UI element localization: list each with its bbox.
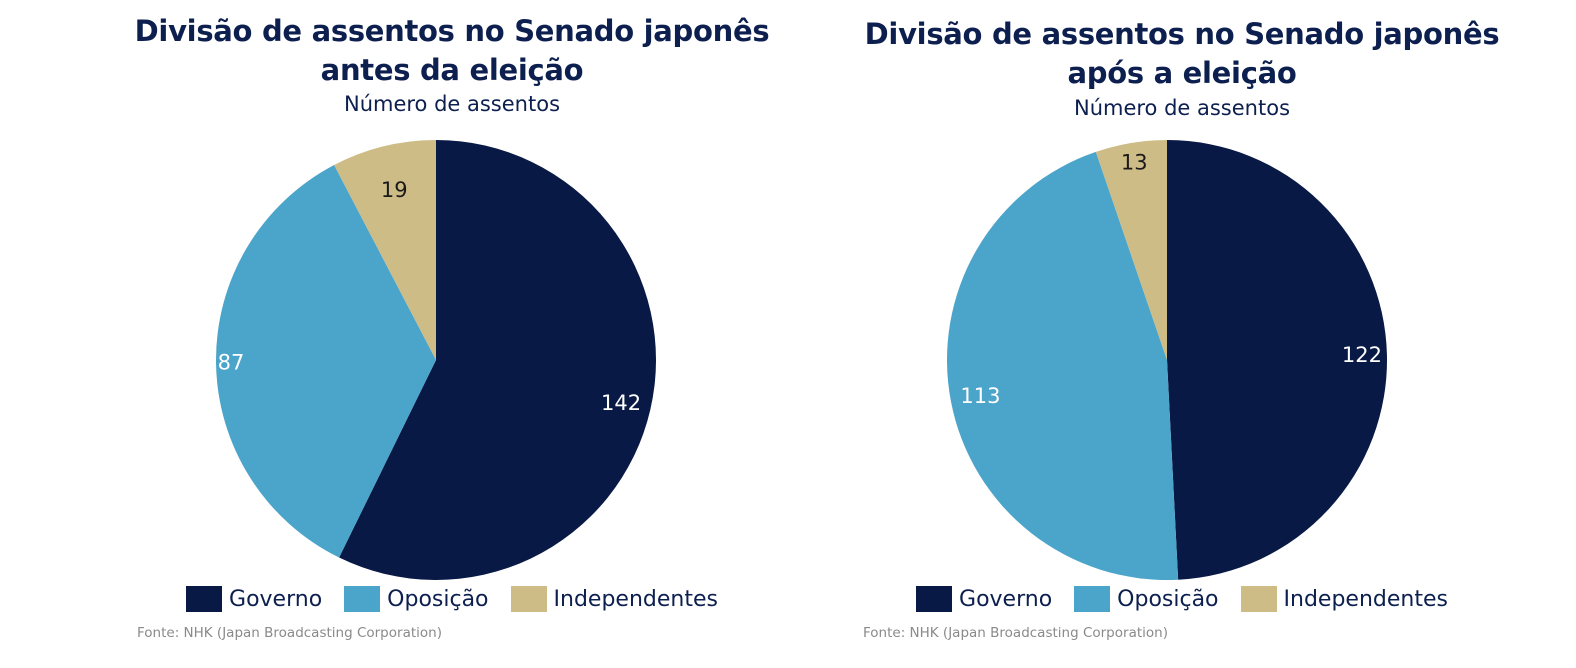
legend-label-governo: Governo (229, 586, 323, 612)
source-note: Fonte: NHK (Japan Broadcasting Corporati… (863, 625, 1168, 641)
chart-title-line-1: Divisão de assentos no Senado japonês (864, 17, 1500, 51)
legend: Governo Oposição Independentes (92, 586, 812, 612)
chart-subtitle: Número de assentos (1073, 96, 1291, 120)
legend-label-oposicao: Oposição (1117, 586, 1219, 612)
legend-item-independentes: Independentes (510, 586, 718, 612)
chart-before-election: Divisão de assentos no Senado japonês an… (92, 0, 812, 668)
chart-subtitle: Número de assentos (343, 92, 561, 116)
legend-swatch-oposicao (344, 586, 381, 612)
pie-slice-independentes (334, 140, 436, 360)
legend: Governo Oposição Independentes (822, 586, 1542, 612)
legend-item-governo: Governo (186, 586, 322, 612)
legend-label-independentes: Independentes (553, 586, 718, 612)
legend-swatch-governo (186, 586, 223, 612)
legend-swatch-oposicao (1074, 586, 1111, 612)
legend-swatch-independentes (1240, 586, 1277, 612)
legend-item-oposicao: Oposição (1074, 586, 1219, 612)
legend-label-oposicao: Oposição (387, 586, 489, 612)
data-label-governo: 122 (1342, 343, 1382, 367)
data-label-independentes: 19 (381, 178, 408, 202)
chart-title-line-2: antes da eleição (320, 53, 584, 87)
chart-after-election: Divisão de assentos no Senado japonês ap… (822, 0, 1542, 668)
legend-swatch-independentes (510, 586, 547, 612)
source-note: Fonte: NHK (Japan Broadcasting Corporati… (137, 625, 442, 641)
pie-slice-governo (1167, 140, 1387, 580)
pie-slice-oposicao (215, 165, 436, 558)
legend-item-oposicao: Oposição (344, 586, 489, 612)
legend-label-governo: Governo (959, 586, 1053, 612)
pie-chart: 142 87 19 (215, 140, 656, 580)
legend-swatch-governo (916, 586, 953, 612)
chart-title-line-2: após a eleição (1067, 56, 1297, 90)
pie-slice-independentes (1095, 140, 1167, 360)
pie-slice-governo (339, 140, 656, 580)
pie-chart: 122 113 13 (946, 140, 1387, 581)
legend-item-independentes: Independentes (1240, 586, 1448, 612)
data-label-independentes: 13 (1121, 151, 1148, 175)
chart-title-line-1: Divisão de assentos no Senado japonês (134, 14, 770, 48)
legend-label-independentes: Independentes (1283, 586, 1448, 612)
legend-item-governo: Governo (916, 586, 1052, 612)
data-label-oposicao: 113 (960, 384, 1000, 408)
pie-slice-oposicao (946, 151, 1179, 581)
data-label-oposicao: 87 (218, 351, 245, 375)
data-label-governo: 142 (601, 391, 641, 415)
chart-title: Divisão de assentos no Senado japonês ap… (822, 15, 1542, 93)
chart-title: Divisão de assentos no Senado japonês an… (92, 12, 812, 90)
